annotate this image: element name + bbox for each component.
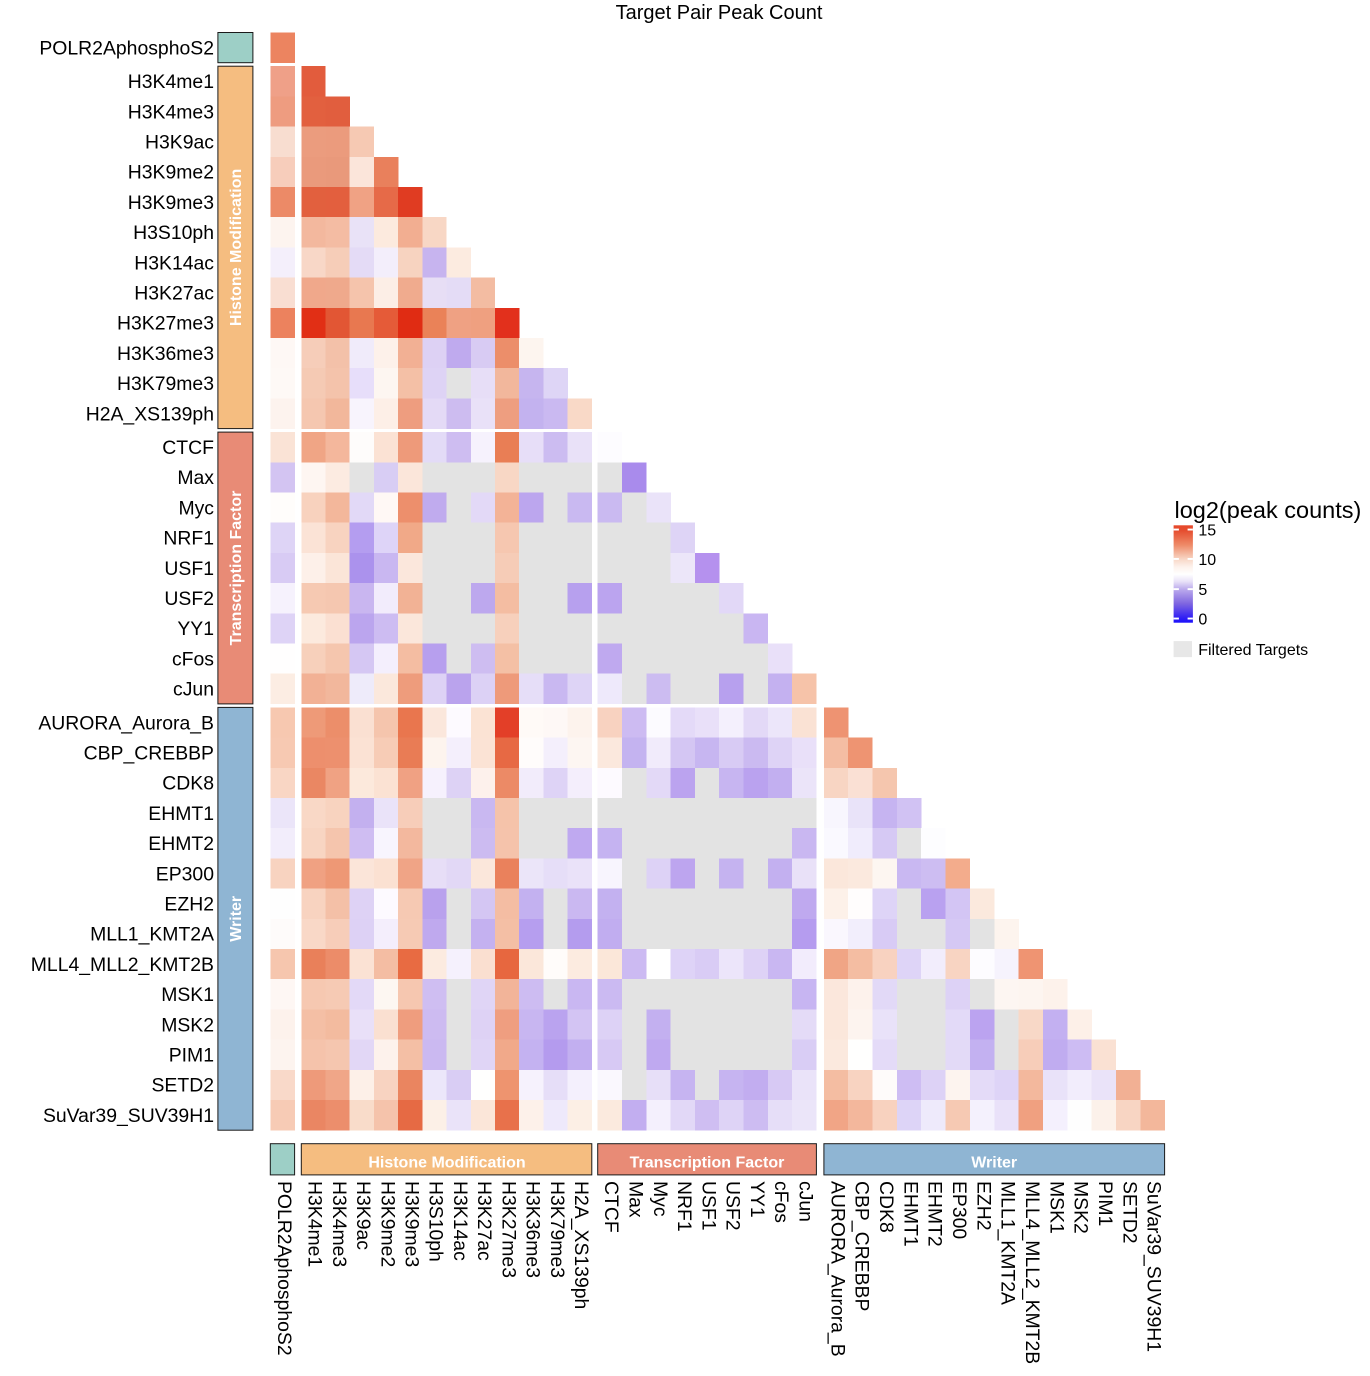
svg-text:Writer: Writer <box>971 1155 1017 1172</box>
svg-text:PIM1: PIM1 <box>1094 1181 1116 1226</box>
svg-text:H2A_XS139ph: H2A_XS139ph <box>570 1181 592 1309</box>
svg-text:EHMT2: EHMT2 <box>148 833 214 855</box>
svg-text:Target Pair Peak Count: Target Pair Peak Count <box>616 2 823 24</box>
svg-text:cJun: cJun <box>795 1181 817 1222</box>
svg-text:H3K4me1: H3K4me1 <box>304 1181 326 1267</box>
svg-text:CDK8: CDK8 <box>875 1181 897 1233</box>
svg-text:H3K9me2: H3K9me2 <box>128 162 214 184</box>
svg-text:Myc: Myc <box>649 1181 671 1217</box>
svg-text:EP300: EP300 <box>156 863 214 885</box>
svg-text:PIM1: PIM1 <box>169 1045 214 1067</box>
svg-text:H3K4me3: H3K4me3 <box>328 1181 350 1267</box>
svg-text:Histone Modification: Histone Modification <box>368 1155 525 1172</box>
svg-text:H3K9me3: H3K9me3 <box>401 1181 423 1267</box>
svg-text:cFos: cFos <box>770 1181 792 1223</box>
svg-text:H3K9ac: H3K9ac <box>145 132 214 154</box>
svg-text:EHMT1: EHMT1 <box>148 803 214 825</box>
svg-text:H3K36me3: H3K36me3 <box>117 343 214 365</box>
svg-text:Histone Modification: Histone Modification <box>228 169 245 326</box>
svg-text:CTCF: CTCF <box>162 437 214 459</box>
svg-text:SETD2: SETD2 <box>152 1075 215 1097</box>
svg-text:H3S10ph: H3S10ph <box>425 1181 447 1262</box>
svg-text:Filtered Targets: Filtered Targets <box>1198 642 1308 659</box>
svg-text:NRF1: NRF1 <box>163 528 214 550</box>
svg-text:Myc: Myc <box>178 497 214 519</box>
svg-text:AURORA_Aurora_B: AURORA_Aurora_B <box>826 1181 848 1357</box>
svg-text:SETD2: SETD2 <box>1118 1181 1140 1244</box>
svg-text:H3K14ac: H3K14ac <box>449 1181 471 1261</box>
svg-text:EHMT2: EHMT2 <box>924 1181 946 1247</box>
svg-text:10: 10 <box>1198 552 1216 569</box>
svg-text:MSK2: MSK2 <box>161 1014 214 1036</box>
svg-text:H3K9me2: H3K9me2 <box>376 1181 398 1267</box>
svg-text:Max: Max <box>624 1181 646 1218</box>
svg-text:MSK2: MSK2 <box>1070 1181 1092 1234</box>
svg-text:H3K79me3: H3K79me3 <box>117 373 214 395</box>
svg-text:Transcription Factor: Transcription Factor <box>228 491 245 646</box>
svg-text:H3K79me3: H3K79me3 <box>546 1181 568 1278</box>
svg-text:USF1: USF1 <box>697 1181 719 1231</box>
svg-text:Transcription Factor: Transcription Factor <box>630 1155 785 1172</box>
svg-text:YY1: YY1 <box>177 618 214 640</box>
svg-text:MSK1: MSK1 <box>161 984 214 1006</box>
svg-text:CBP_CREBBP: CBP_CREBBP <box>84 743 214 765</box>
svg-text:0: 0 <box>1198 612 1207 629</box>
svg-text:USF1: USF1 <box>164 558 214 580</box>
svg-text:cJun: cJun <box>173 679 214 701</box>
svg-text:AURORA_Aurora_B: AURORA_Aurora_B <box>38 712 214 734</box>
svg-text:H3K14ac: H3K14ac <box>134 252 214 274</box>
svg-text:EHMT1: EHMT1 <box>899 1181 921 1247</box>
svg-text:NRF1: NRF1 <box>673 1181 695 1232</box>
svg-text:MLL1_KMT2A: MLL1_KMT2A <box>997 1181 1019 1305</box>
svg-text:POLR2AphosphoS2: POLR2AphosphoS2 <box>273 1181 295 1356</box>
svg-text:CBP_CREBBP: CBP_CREBBP <box>851 1181 873 1311</box>
svg-text:H3K36me3: H3K36me3 <box>522 1181 544 1278</box>
svg-text:USF2: USF2 <box>722 1181 744 1231</box>
svg-text:H3K9ac: H3K9ac <box>352 1181 374 1250</box>
svg-text:POLR2AphosphoS2: POLR2AphosphoS2 <box>39 37 214 59</box>
svg-text:Max: Max <box>177 467 214 489</box>
svg-text:SuVar39_SUV39H1: SuVar39_SUV39H1 <box>43 1105 214 1127</box>
svg-text:H3S10ph: H3S10ph <box>133 222 214 244</box>
svg-text:H3K27me3: H3K27me3 <box>497 1181 519 1278</box>
svg-text:5: 5 <box>1198 582 1207 599</box>
svg-text:H3K4me1: H3K4me1 <box>128 71 214 93</box>
svg-text:H3K27ac: H3K27ac <box>473 1181 495 1261</box>
svg-text:H3K4me3: H3K4me3 <box>128 101 214 123</box>
svg-text:EZH2: EZH2 <box>164 894 214 916</box>
svg-text:log2(peak counts): log2(peak counts) <box>1175 497 1362 523</box>
svg-text:H3K9me3: H3K9me3 <box>128 192 214 214</box>
svg-text:SuVar39_SUV39H1: SuVar39_SUV39H1 <box>1143 1181 1165 1352</box>
svg-text:MLL4_MLL2_KMT2B: MLL4_MLL2_KMT2B <box>1021 1181 1043 1364</box>
svg-text:YY1: YY1 <box>746 1181 768 1218</box>
svg-text:H2A_XS139ph: H2A_XS139ph <box>86 403 214 425</box>
svg-text:Writer: Writer <box>228 896 245 942</box>
svg-text:cFos: cFos <box>172 648 214 670</box>
svg-text:15: 15 <box>1198 523 1216 540</box>
svg-text:EP300: EP300 <box>948 1181 970 1239</box>
svg-text:H3K27ac: H3K27ac <box>134 283 214 305</box>
svg-text:MLL1_KMT2A: MLL1_KMT2A <box>90 924 214 946</box>
svg-text:USF2: USF2 <box>164 588 214 610</box>
svg-text:EZH2: EZH2 <box>972 1181 994 1231</box>
svg-text:CDK8: CDK8 <box>162 773 214 795</box>
svg-text:MLL4_MLL2_KMT2B: MLL4_MLL2_KMT2B <box>31 954 214 976</box>
svg-text:CTCF: CTCF <box>600 1181 622 1233</box>
svg-text:H3K27me3: H3K27me3 <box>117 313 214 335</box>
svg-text:MSK1: MSK1 <box>1045 1181 1067 1234</box>
